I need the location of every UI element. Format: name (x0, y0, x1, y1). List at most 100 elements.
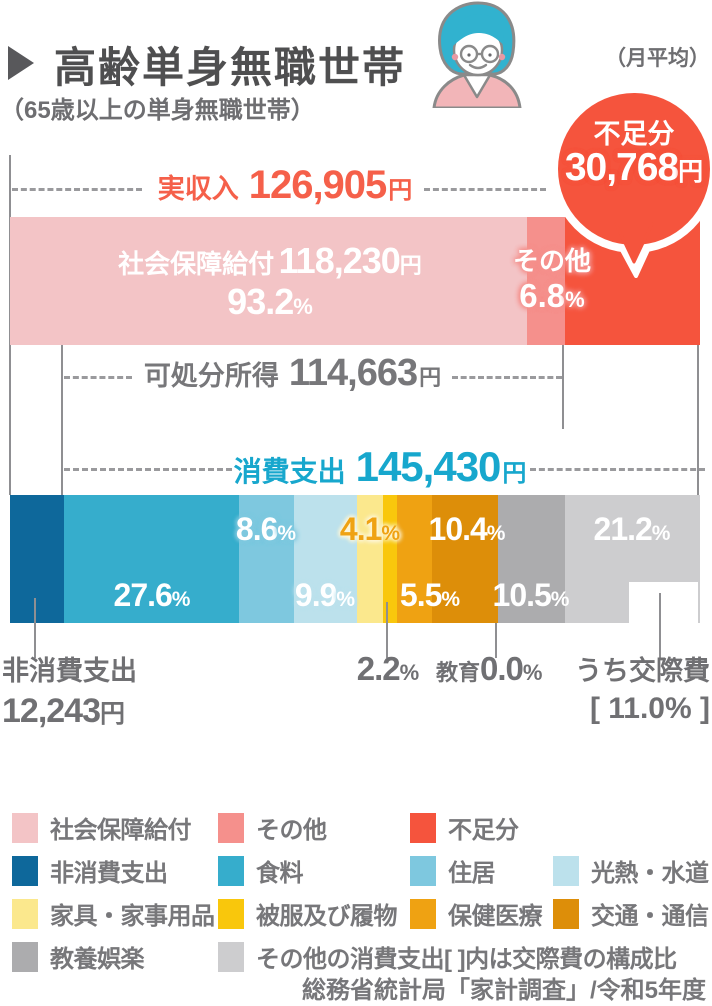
social-security-value: 118,230 (278, 240, 401, 281)
social-expense-value: [ 11.0% ] (589, 692, 710, 725)
income-value: 126,905 (248, 163, 388, 207)
period-note: （月平均） (605, 47, 710, 70)
expense-annotation: 消費支出 145,430 円 (233, 443, 527, 491)
callout-line-social-expense (659, 593, 661, 658)
medical-percent: 5.5% (399, 577, 461, 613)
income-other-label: その他 6.8% (500, 246, 604, 315)
non-consumption-value: 12,243 (2, 692, 101, 730)
non-consumption-unit: 円 (100, 700, 126, 728)
bracket-line-right (697, 345, 699, 495)
legend-swatch (12, 855, 38, 886)
expense-dash-left (64, 468, 232, 471)
legend-item-furniture: 家具・家事用品 (12, 896, 215, 931)
non-consumption-name: 非消費支出 (2, 656, 137, 686)
disposable-unit: 円 (419, 365, 442, 390)
furniture-percent: 4.1% (339, 511, 401, 547)
social-security-label: 社会保障給付 118,230円 93.2% (60, 240, 480, 323)
legend-swatch (218, 812, 244, 843)
recreation-percent: 10.5% (492, 577, 570, 613)
legend-item-housing: 住居 (410, 853, 496, 888)
non-consumption-label: 非消費支出 12,243円 (2, 649, 137, 731)
segment-furniture (357, 495, 383, 623)
housing-percent: 8.6% (235, 511, 297, 547)
callout-line-education (495, 623, 497, 658)
legend-note: [ ]内は交際費の構成比 (444, 946, 677, 973)
expense-label: 消費支出 (233, 456, 346, 487)
legend-swatch (218, 898, 244, 929)
data-source: 総務省統計局「家計調査」/令和5年度 (301, 977, 706, 1004)
legend-item-medical: 保健医療 (410, 896, 543, 931)
food-percent: 27.6% (113, 577, 191, 613)
income-dash-right (424, 188, 546, 191)
bracket-line-disposable (61, 345, 63, 495)
legend-swatch (12, 812, 38, 843)
education-percent: 教育 0.0% (436, 650, 543, 687)
shortfall-bubble (550, 85, 712, 278)
disposable-value: 114,663 (288, 352, 418, 394)
segment-social-security (10, 217, 527, 345)
social-security-percent-unit: % (293, 294, 313, 320)
income-annotation: 実収入 126,905 円 (140, 163, 430, 208)
legend-item-food: 食料 (218, 853, 304, 888)
utilities-percent: 9.9% (294, 577, 356, 613)
segment-income-other (527, 217, 565, 345)
social-expense-name: うち交際費 (575, 656, 710, 686)
income-label: 実収入 (157, 174, 239, 204)
elderly-woman-illustration (432, 1, 522, 108)
social-security-unit: 円 (399, 253, 422, 278)
income-other-percent-unit: % (565, 286, 585, 312)
income-other-name: その他 (512, 246, 591, 276)
legend-item-utilities: 光熱・水道 (553, 853, 709, 888)
disposable-dash-left (64, 376, 132, 379)
legend-swatch (410, 898, 436, 929)
disposable-annotation: 可処分所得 114,663 円 (135, 352, 450, 395)
shortfall-unit: 円 (678, 158, 704, 187)
page-title: 高齢単身無職世帯 (54, 44, 407, 91)
legend-item-shortfall: 不足分 (410, 810, 519, 845)
segment-food (64, 495, 239, 623)
income-unit: 円 (388, 177, 413, 204)
social-expense-box (629, 582, 698, 623)
legend-item-social-security: 社会保障給付 (12, 810, 192, 845)
shortfall-name: 不足分 (593, 119, 675, 149)
legend-swatch (218, 855, 244, 886)
income-dash-left (12, 188, 142, 191)
legend-item-other-income: その他 (218, 810, 327, 845)
segment-housing (239, 495, 294, 623)
legend-item-clothing: 被服及び履物 (218, 896, 398, 931)
segment-transport (432, 495, 498, 623)
title-marker-icon (8, 46, 34, 80)
education-name: 教育 (436, 660, 481, 685)
legend-item-transport: 交通・通信 (553, 896, 709, 931)
legend-item-other-expense: その他の消費支出[ ]内は交際費の構成比 (218, 939, 677, 974)
legend-swatch (12, 898, 38, 929)
social-security-percent: 93.2 (227, 281, 294, 323)
transport-percent: 10.4% (428, 511, 506, 547)
segment-medical (397, 495, 432, 623)
shortfall-value: 30,768 (564, 146, 679, 190)
legend-swatch (218, 941, 244, 972)
expense-value: 145,430 (355, 443, 502, 490)
legend-item-recreation: 教養娯楽 (12, 939, 145, 974)
legend-swatch (553, 898, 579, 929)
expense-dash-right (530, 468, 705, 471)
social-security-name: 社会保障給付 (118, 249, 275, 279)
income-other-percent: 6.8 (519, 276, 566, 314)
legend-swatch (410, 855, 436, 886)
legend-swatch (553, 855, 579, 886)
shortfall-label: 不足分 30,768円 (552, 120, 712, 189)
other-expense-percent: 21.2% (593, 511, 671, 547)
legend-swatch (12, 941, 38, 972)
legend-swatch (410, 812, 436, 843)
expense-bar (10, 495, 700, 623)
segment-utilities (294, 495, 357, 623)
segment-clothing (383, 495, 397, 623)
segment-non-consumption (10, 495, 64, 623)
page-subtitle: （65歳以上の単身無職世帯） (0, 97, 315, 124)
legend-item-non-consumption: 非消費支出 (12, 853, 168, 888)
bracket-line-disposable-right (562, 345, 564, 429)
clothing-percent: 2.2% (356, 650, 420, 687)
disposable-label: 可処分所得 (143, 361, 279, 391)
callout-line-clothing (386, 602, 388, 658)
